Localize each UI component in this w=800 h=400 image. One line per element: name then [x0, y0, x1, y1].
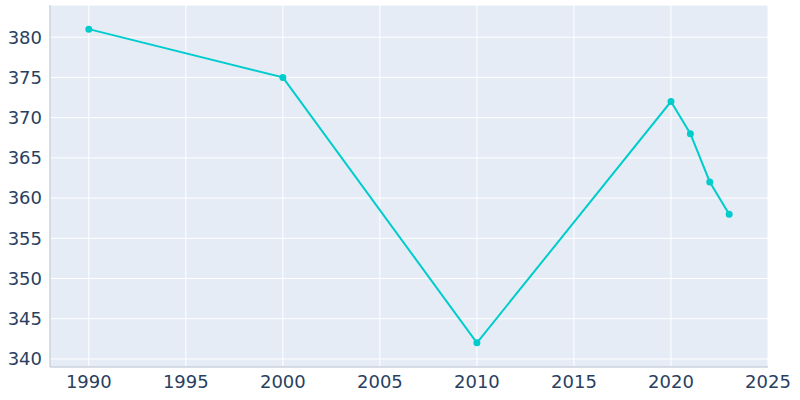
svg-text:355: 355	[8, 228, 42, 249]
svg-text:1995: 1995	[163, 371, 209, 392]
svg-text:2005: 2005	[357, 371, 403, 392]
svg-text:380: 380	[8, 27, 42, 48]
svg-text:340: 340	[8, 348, 42, 369]
svg-text:350: 350	[8, 268, 42, 289]
svg-text:370: 370	[8, 107, 42, 128]
svg-text:2025: 2025	[745, 371, 791, 392]
svg-text:2020: 2020	[648, 371, 694, 392]
svg-text:1990: 1990	[66, 371, 112, 392]
svg-text:2010: 2010	[454, 371, 500, 392]
svg-text:345: 345	[8, 308, 42, 329]
svg-text:365: 365	[8, 147, 42, 168]
svg-text:375: 375	[8, 67, 42, 88]
svg-text:2000: 2000	[260, 371, 306, 392]
svg-text:2015: 2015	[551, 371, 597, 392]
svg-text:360: 360	[8, 187, 42, 208]
